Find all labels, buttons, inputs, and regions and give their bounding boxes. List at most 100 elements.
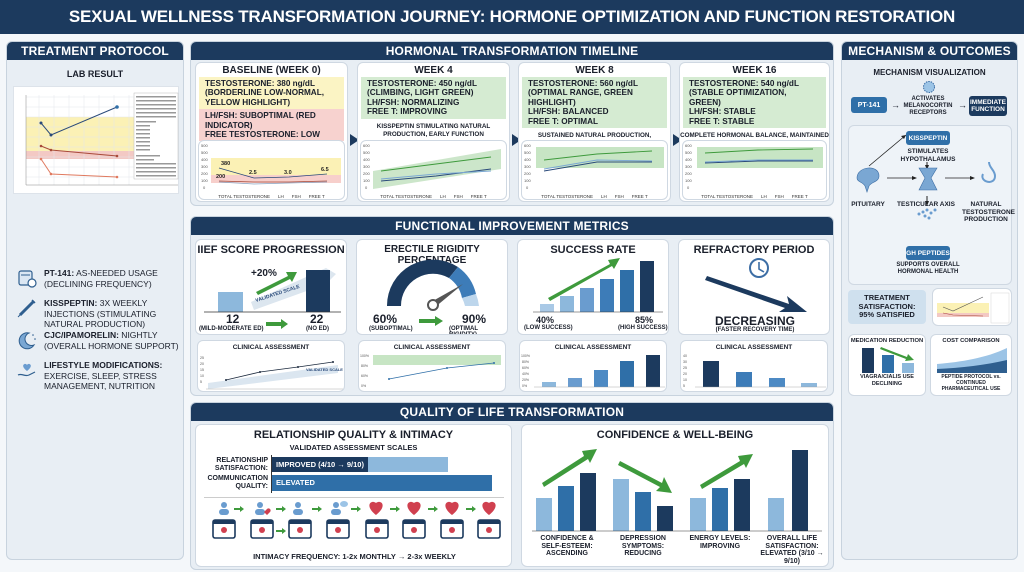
timeline-arrow-icon <box>673 134 682 146</box>
svg-text:0: 0 <box>687 185 690 190</box>
svg-text:VALIDATED SCALE: VALIDATED SCALE <box>306 367 343 372</box>
svg-text:40%: 40% <box>522 372 529 376</box>
svg-text:100: 100 <box>524 178 531 183</box>
heart-hand-icon <box>17 360 37 380</box>
svg-text:25: 25 <box>683 366 687 370</box>
svg-text:15: 15 <box>200 368 204 372</box>
calendar-pill-icon <box>17 268 37 288</box>
svg-text:100: 100 <box>201 178 208 183</box>
arrow-icon: → <box>958 100 967 110</box>
svg-text:2.5: 2.5 <box>249 170 257 176</box>
svg-text:380: 380 <box>221 161 230 167</box>
svg-text:200: 200 <box>216 174 225 180</box>
refractory-card: REFRACTORY PERIOD DECREASING (FASTER REC… <box>678 239 830 335</box>
svg-text:500: 500 <box>524 150 531 155</box>
svg-text:300: 300 <box>524 164 531 169</box>
svg-text:0: 0 <box>526 185 529 190</box>
svg-text:500: 500 <box>201 150 208 155</box>
protocol-item-kisspeptin: KISSPEPTIN: 3X WEEKLY INJECTIONS (STIMUL… <box>17 298 183 330</box>
relationship-satisfaction-bar: IMPROVED (4/10 → 9/10) <box>272 457 448 472</box>
quality-of-life-header: QUALITY OF LIFE TRANSFORMATION <box>191 403 833 421</box>
pt141-box: PT-141 <box>851 97 887 113</box>
moon-icon <box>17 330 37 350</box>
svg-text:25: 25 <box>200 356 204 360</box>
confidence-card: CONFIDENCE & WELL-BEING CONFIDENCE & SEL… <box>521 424 829 567</box>
iief-from-value: 12 <box>226 312 240 326</box>
receptor-icon <box>923 81 935 93</box>
iief-to-value: 22 <box>310 312 324 326</box>
cost-comparison-card: COST COMPARISON PEPTIDE PROTOCOL vs. CON… <box>930 334 1012 396</box>
immediate-function-box: IMMEDIATE FUNCTION <box>969 96 1007 116</box>
protocol-item-pt141: PT-141: AS-NEEDED USAGE (DECLINING FREQU… <box>17 268 183 289</box>
relationship-card: RELATIONSHIP QUALITY & INTIMACY VALIDATE… <box>195 424 512 567</box>
svg-text:5: 5 <box>683 384 685 388</box>
protocol-item-cjc-ipamorelin: CJC/IPAMORELIN: NIGHTLY (OVERALL HORMONE… <box>17 330 183 351</box>
svg-text:0: 0 <box>365 185 368 190</box>
chart-legend: TOTAL TESTOSTERONE LH FSH FREE T <box>218 194 325 199</box>
svg-text:40: 40 <box>683 354 687 358</box>
timeline-header: HORMONAL TRANSFORMATION TIMELINE <box>191 42 833 60</box>
treatment-satisfaction-box: TREATMENT SATISFACTION: 95% SATISFIED <box>848 290 926 324</box>
svg-text:10: 10 <box>200 374 204 378</box>
testicular-icon <box>918 167 938 191</box>
svg-text:600: 600 <box>524 143 531 148</box>
syringe-icon <box>17 298 37 318</box>
treatment-protocol-panel: TREATMENT PROTOCOL LAB RESULT PT-141: AS… <box>6 41 184 560</box>
mechanism-header: MECHANISM & OUTCOMES <box>842 42 1017 60</box>
refractory-clinical-chart: CLINICAL ASSESSMENT 40 30 25 20 10 5 <box>680 340 828 392</box>
stage-chart-week8: 600 500 400 300 200 100 0 TOTAL TESTOSTERONE LH… <box>521 140 668 200</box>
svg-text:300: 300 <box>363 164 370 169</box>
svg-text:400: 400 <box>524 157 531 162</box>
stage-chart-week4: 600 500 400 300 200 100 0 TOTAL TESTOSTERONE LH… <box>360 140 507 200</box>
confidence-bar-chart <box>532 449 822 532</box>
svg-text:30: 30 <box>683 360 687 364</box>
svg-text:500: 500 <box>685 150 692 155</box>
svg-text:400: 400 <box>363 157 370 162</box>
svg-text:20: 20 <box>200 362 204 366</box>
lab-result-chart <box>13 86 179 194</box>
svg-text:400: 400 <box>201 157 208 162</box>
svg-text:500: 500 <box>201 143 208 148</box>
functional-metrics-header: FUNCTIONAL IMPROVEMENT METRICS <box>191 217 833 235</box>
success-rate-card: SUCCESS RATE 40% (LOW SUCCESS) 85% (HIGH… <box>517 239 669 335</box>
rigidity-card: ERECTILE RIGIDITY PERCENTAGE 60% (SUBOPT… <box>356 239 508 335</box>
gh-peptides-box: GH PEPTIDES <box>906 246 950 260</box>
satisfaction-thumbnail-chart <box>932 288 1012 326</box>
success-clinical-chart: CLINICAL ASSESSMENT 100% 80% 60% 40% 20% 0% <box>519 340 667 392</box>
svg-text:60%: 60% <box>361 374 368 378</box>
svg-text:80%: 80% <box>361 364 368 368</box>
pituitary-icon <box>856 167 880 193</box>
svg-text:200: 200 <box>363 171 370 176</box>
svg-text:200: 200 <box>201 171 208 176</box>
svg-text:100%: 100% <box>360 354 369 358</box>
svg-text:20: 20 <box>683 372 687 376</box>
svg-text:5: 5 <box>200 380 202 384</box>
svg-text:0%: 0% <box>522 384 527 388</box>
svg-text:3.0: 3.0 <box>284 170 292 176</box>
page-title: SEXUAL WELLNESS TRANSFORMATION JOURNEY: … <box>0 0 1024 34</box>
svg-text:200: 200 <box>524 171 531 176</box>
timeline-arrow-icon <box>512 134 521 146</box>
protocol-item-lifestyle: LIFESTYLE MODIFICATIONS: EXERCISE, SLEEP… <box>17 360 174 392</box>
testosterone-icon <box>981 161 997 183</box>
svg-text:400: 400 <box>685 157 692 162</box>
intimacy-progression-icons <box>212 501 501 539</box>
iief-card: IIEF SCORE PROGRESSION VALIDATED SCALE +… <box>195 239 347 335</box>
svg-text:100%: 100% <box>521 354 530 358</box>
svg-text:6.5: 6.5 <box>321 167 329 173</box>
lab-result-title: LAB RESULT <box>66 69 124 79</box>
svg-text:600: 600 <box>685 143 692 148</box>
kisspeptin-box: KISSPEPTIN <box>906 131 950 145</box>
svg-text:0%: 0% <box>361 384 366 388</box>
svg-text:100: 100 <box>363 178 370 183</box>
treatment-protocol-header: TREATMENT PROTOCOL <box>7 42 183 60</box>
baseline-testosterone: TESTOSTERONE: 380 ng/dL (BORDERLINE LOW-… <box>199 77 344 110</box>
stage-chart-week16: 600 500 400 300 200 100 0 TOTAL TESTOSTERONE LH… <box>682 140 827 200</box>
svg-text:300: 300 <box>685 164 692 169</box>
stage-chart-baseline: 500 500 400 300 200 100 0 380 2.5 3.0 6.5 200 TOTA… <box>198 140 345 200</box>
svg-text:20%: 20% <box>522 378 529 382</box>
timeline-arrow-icon <box>350 134 359 146</box>
iief-clinical-chart: CLINICAL ASSESSMENT 25 20 15 10 5 VALIDATED … <box>197 340 345 392</box>
rigidity-clinical-chart: CLINICAL ASSESSMENT 100% 80% 60% 0% <box>358 340 506 392</box>
svg-text:80%: 80% <box>522 360 529 364</box>
